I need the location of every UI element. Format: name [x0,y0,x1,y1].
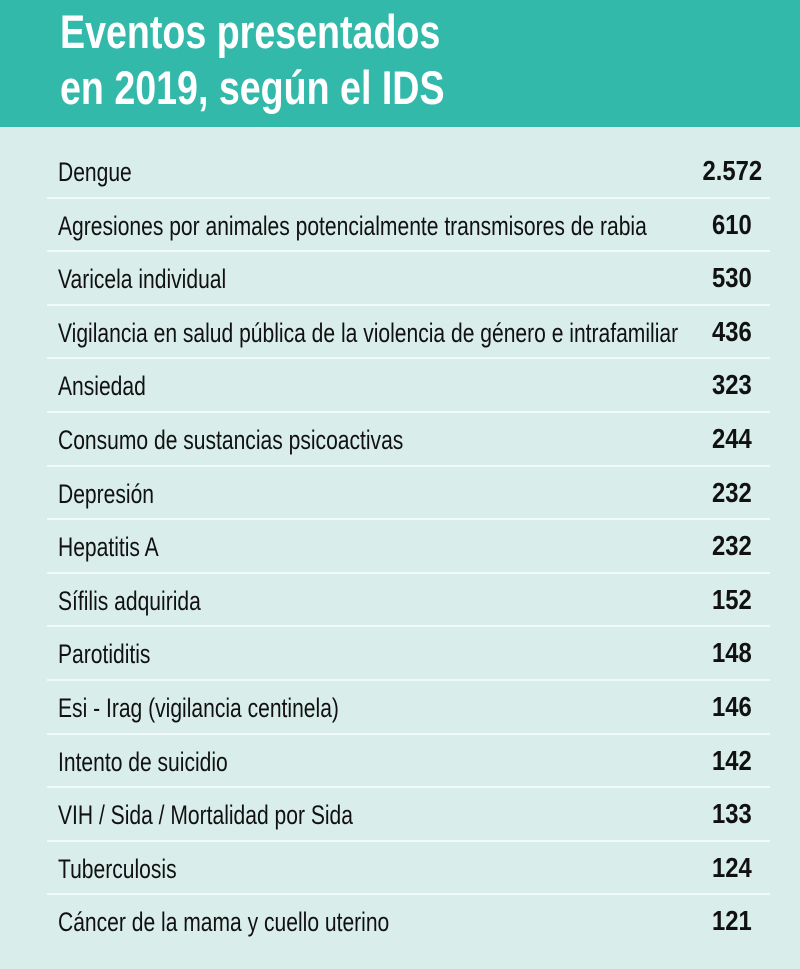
table-row: Agresiones por animales potencialmente t… [47,199,770,253]
table-row: Intento de suicidio 142 [47,735,770,789]
row-label: Cáncer de la mama y cuello uterino [58,907,390,938]
table-row: Hepatitis A 232 [47,520,770,574]
row-value: 124 [712,851,752,883]
row-value: 232 [712,530,752,562]
table-row: Vigilancia en salud pública de la violen… [47,306,770,360]
row-value: 2.572 [702,155,762,186]
row-label: Varicela individual [58,264,227,295]
row-label: Ansiedad [58,371,146,402]
table-row: Esi - Irag (vigilancia centinela) 146 [47,681,770,735]
row-value: 244 [712,422,752,454]
page-title: Eventos presentados en 2019, según el ID… [60,4,445,116]
table-row: Depresión 232 [47,467,770,521]
table-row: Cáncer de la mama y cuello uterino 121 [47,895,770,949]
row-value: 436 [712,315,752,347]
row-label: Consumo de sustancias psicoactivas [58,424,404,455]
table-row: Varicela individual 530 [47,252,770,306]
row-label: VIH / Sida / Mortalidad por Sida [58,800,353,831]
table-row: Tuberculosis 124 [47,842,770,896]
title-line-2: en 2019, según el IDS [60,61,445,114]
table-row: Ansiedad 323 [47,359,770,413]
row-value: 530 [712,262,752,294]
header-banner: Eventos presentados en 2019, según el ID… [0,0,800,127]
table-row: Consumo de sustancias psicoactivas 244 [47,413,770,467]
row-label: Hepatitis A [58,532,159,563]
row-value: 610 [712,208,752,240]
events-table: Dengue 2.572 Agresiones por animales poten… [47,145,770,949]
row-value: 148 [712,637,752,669]
row-label: Tuberculosis [58,853,177,884]
table-row: VIH / Sida / Mortalidad por Sida 133 [47,788,770,842]
row-value: 142 [712,744,752,776]
row-label: Dengue [58,157,132,187]
row-label: Parotiditis [58,639,151,670]
row-value: 146 [712,690,752,722]
row-value: 232 [712,476,752,508]
title-line-1: Eventos presentados [60,5,441,58]
row-label: Vigilancia en salud pública de la violen… [58,317,679,348]
row-label: Esi - Irag (vigilancia centinela) [58,692,339,723]
table-row: Dengue 2.572 [47,145,770,199]
row-value: 133 [712,798,752,830]
row-value: 152 [712,583,752,615]
row-value: 323 [712,369,752,401]
row-label: Depresión [58,478,155,509]
row-label: Agresiones por animales potencialmente t… [58,210,647,241]
row-label: Intento de suicidio [58,746,228,777]
row-label: Sífilis adquirida [58,585,201,616]
row-value: 121 [712,905,752,937]
table-row: Sífilis adquirida 152 [47,574,770,628]
table-row: Parotiditis 148 [47,627,770,681]
